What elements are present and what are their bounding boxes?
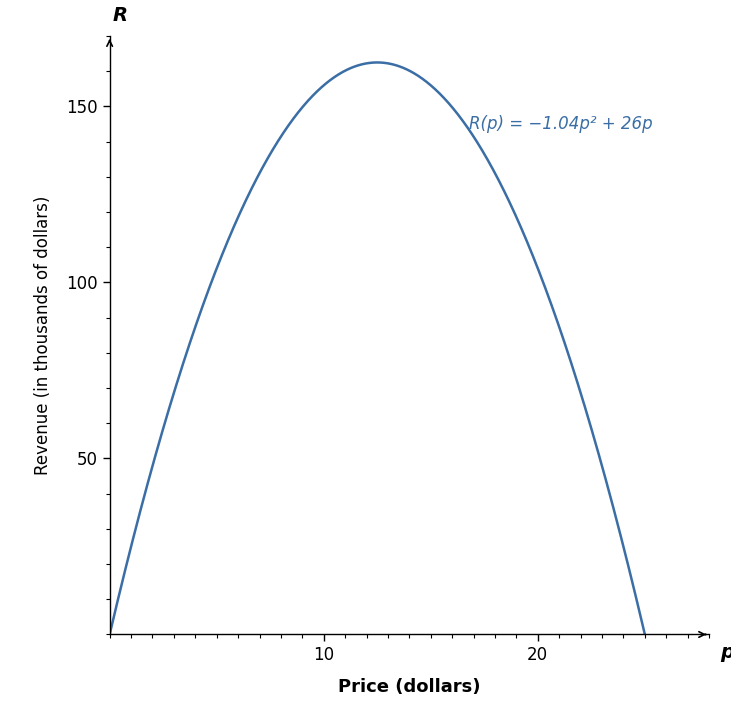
Text: R: R xyxy=(113,6,128,25)
X-axis label: Price (dollars): Price (dollars) xyxy=(338,678,480,696)
Y-axis label: Revenue (in thousands of dollars): Revenue (in thousands of dollars) xyxy=(34,195,53,475)
Text: R(p) = −1.04p² + 26p: R(p) = −1.04p² + 26p xyxy=(469,115,653,133)
Text: p: p xyxy=(720,642,731,662)
